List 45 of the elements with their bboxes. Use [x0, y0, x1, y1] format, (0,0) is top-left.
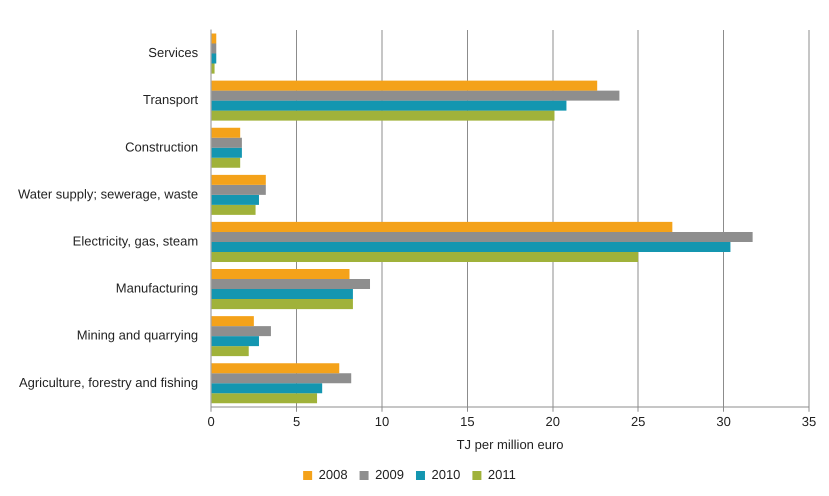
bar [212, 204, 256, 215]
y-tick-label: Transport [142, 92, 199, 108]
bar [212, 269, 350, 280]
y-tick-label: Manufacturing [116, 280, 198, 296]
legend-label: 2008 [318, 467, 348, 482]
bar [212, 110, 554, 121]
y-tick-label: Services [148, 45, 199, 60]
x-tick-label: 10 [374, 414, 390, 430]
y-tick-label: Mining and quarrying [76, 328, 198, 343]
x-tick-label: 20 [546, 414, 560, 430]
x-tick-label: 0 [208, 414, 215, 430]
bar [212, 393, 318, 404]
x-tick-label: 15 [460, 414, 475, 430]
legend-label: 2009 [375, 467, 404, 482]
y-tick-label: Electricity, gas, steam [72, 234, 198, 249]
bar [212, 80, 598, 91]
bar [212, 174, 266, 185]
bar [212, 252, 638, 262]
bar [212, 34, 216, 44]
bar [212, 194, 259, 205]
x-tick-label: 25 [630, 414, 646, 430]
x-tick-label: 30 [716, 414, 731, 430]
bar [212, 336, 259, 346]
bar [212, 222, 672, 232]
bar [212, 299, 353, 310]
bar [212, 128, 240, 138]
bar [212, 242, 730, 252]
bar [212, 383, 322, 394]
x-axis-title: TJ per million euro [456, 436, 564, 452]
bar [212, 148, 242, 158]
bar [212, 54, 216, 64]
bar [212, 363, 340, 374]
x-tick-label: 35 [802, 414, 816, 430]
bar [212, 289, 353, 300]
bar [212, 100, 566, 111]
bar [212, 158, 240, 168]
legend-label: 2011 [488, 467, 516, 482]
bar [212, 316, 254, 326]
bar [212, 64, 215, 74]
y-tick-label: Water supply; sewerage, waste [18, 186, 198, 202]
y-tick-label: Agriculture, forestry and fishing [18, 374, 198, 390]
bar [212, 346, 249, 356]
legend-label: 2010 [431, 467, 460, 482]
x-tick-label: 5 [292, 414, 300, 430]
y-tick-label: Construction [125, 139, 198, 154]
